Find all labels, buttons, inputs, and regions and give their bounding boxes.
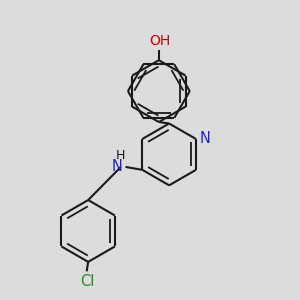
Text: H: H bbox=[116, 148, 126, 162]
Text: N: N bbox=[200, 131, 211, 146]
Text: N: N bbox=[112, 159, 122, 174]
Text: OH: OH bbox=[150, 34, 171, 48]
Text: Cl: Cl bbox=[80, 274, 94, 289]
